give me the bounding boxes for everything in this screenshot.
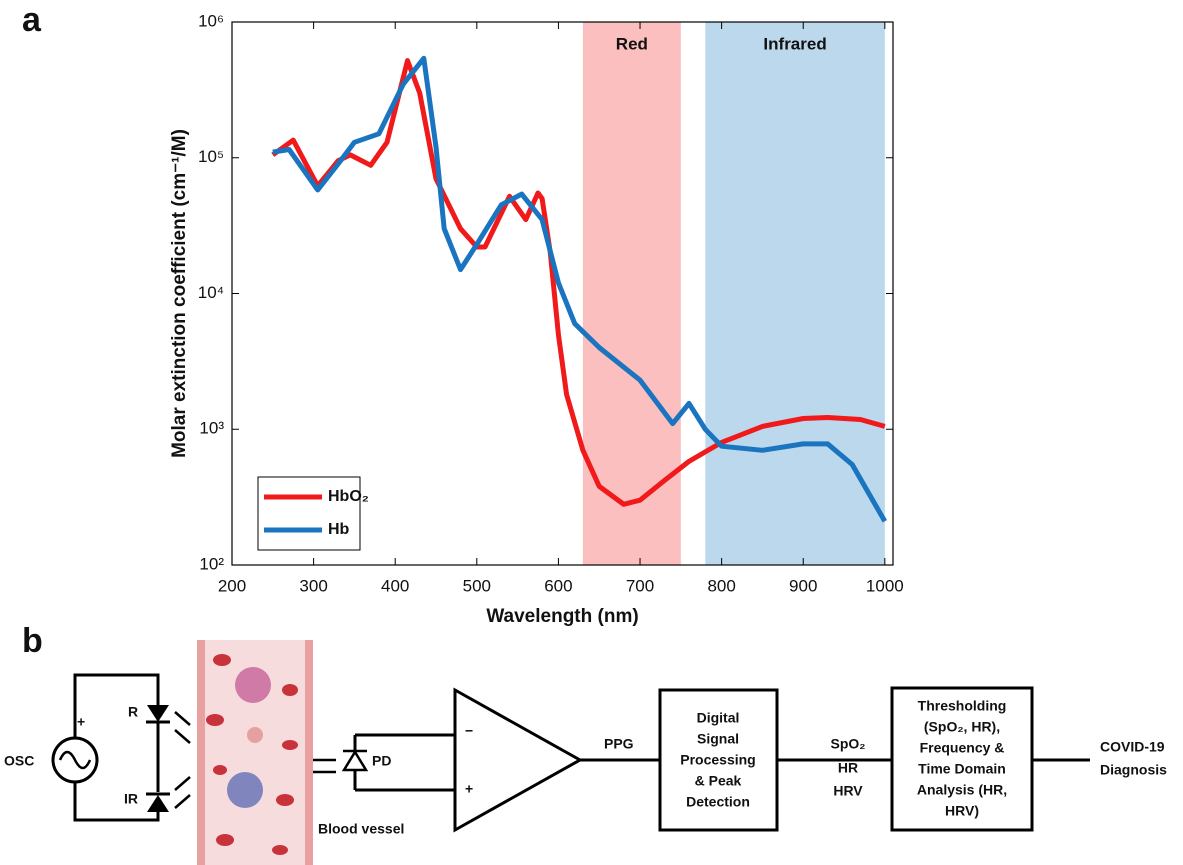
x-tick-label: 200	[218, 576, 246, 595]
y-tick-label: 10²	[199, 554, 224, 573]
band-label: Red	[616, 34, 648, 53]
y-tick-label: 10³	[199, 419, 224, 438]
plot-frame	[231, 21, 894, 566]
result-text: Diagnosis	[1100, 762, 1167, 778]
y-tick-label: 10⁴	[198, 283, 224, 302]
x-tick-label: 700	[626, 576, 654, 595]
panel-label: b	[22, 622, 43, 660]
band	[582, 22, 681, 565]
y-axis-label: Molar extinction coefficient (cm⁻¹/M)	[169, 129, 190, 458]
x-tick-label: 500	[463, 576, 491, 595]
x-tick-label: 300	[299, 576, 327, 595]
dsp-text: Signal	[697, 731, 739, 747]
x-axis-label: Wavelength (nm)	[486, 606, 638, 627]
legend-label: HbO₂	[328, 488, 369, 505]
blood-vessel	[197, 640, 313, 865]
plus-input: +	[465, 781, 473, 797]
x-tick-label: 600	[544, 576, 572, 595]
x-tick-label: 900	[789, 576, 817, 595]
minus-input: −	[465, 723, 473, 739]
x-tick-label: 400	[381, 576, 409, 595]
pd-label: PD	[372, 753, 391, 769]
x-tick-label: 800	[707, 576, 735, 595]
analysis-text: HRV)	[945, 803, 979, 819]
output-label: HRV	[833, 783, 863, 799]
band	[705, 22, 885, 565]
ir-label: IR	[124, 791, 138, 807]
y-tick-label: 10⁶	[198, 11, 224, 30]
circuit	[51, 673, 1090, 833]
output-label: HR	[838, 760, 858, 776]
result-text: COVID-19	[1100, 739, 1165, 755]
analysis-text: Time Domain	[918, 761, 1006, 777]
ppg-label: PPG	[604, 736, 634, 752]
output-label: SpO₂	[831, 736, 866, 752]
legend-box	[257, 476, 361, 551]
dsp-text: Digital	[697, 710, 740, 726]
osc-label: OSC	[4, 753, 34, 769]
analysis-text: (SpO₂, HR),	[924, 719, 1000, 735]
r-label: R	[128, 704, 138, 720]
dsp-text: & Peak	[695, 773, 742, 789]
legend-label: Hb	[328, 521, 350, 538]
dsp-text: Detection	[686, 794, 750, 810]
analysis-text: Frequency &	[920, 740, 1005, 756]
series-line	[271, 58, 886, 507]
light-arrows	[174, 711, 336, 809]
diodes	[146, 705, 369, 812]
band-label: Infrared	[763, 34, 826, 53]
x-tick-label: 1000	[866, 576, 904, 595]
y-tick-label: 10⁵	[198, 147, 224, 166]
vessel-label: Blood vessel	[318, 821, 404, 837]
analysis-text: Analysis (HR,	[917, 782, 1007, 798]
dsp-text: Processing	[680, 752, 755, 768]
plus-label: +	[77, 714, 85, 730]
panel-label: a	[22, 1, 42, 39]
series-line	[272, 55, 887, 523]
analysis-text: Thresholding	[918, 698, 1007, 714]
